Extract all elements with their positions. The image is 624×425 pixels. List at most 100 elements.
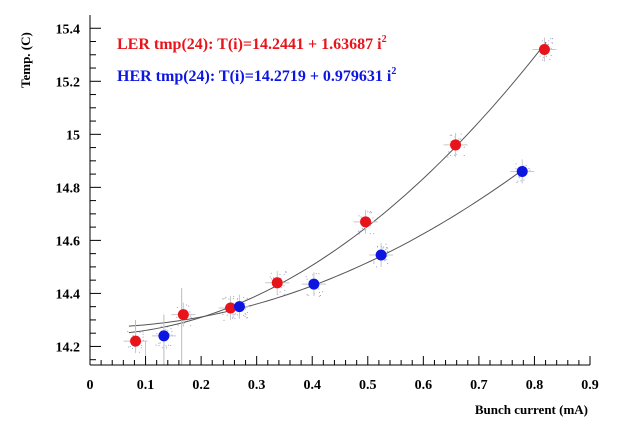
legend-ler-superscript: 2 [382, 34, 387, 45]
noise-point [385, 243, 387, 245]
noise-point [155, 344, 157, 346]
legend-entry-her: HER tmp(24): T(i)=14.2719 + 0.979631 i2 [117, 66, 396, 85]
x-tick-label: 0.6 [415, 378, 433, 393]
noise-point [247, 311, 249, 313]
noise-point [360, 216, 362, 218]
noise-point [322, 291, 324, 293]
y-tick-label: 15.2 [56, 75, 81, 90]
noise-point [243, 314, 245, 316]
noise-point [233, 314, 235, 316]
data-point-her [516, 165, 528, 177]
noise-point [142, 333, 144, 335]
y-tick-label: 15.4 [56, 22, 81, 37]
noise-point [165, 329, 167, 331]
noise-point [170, 344, 172, 346]
fit-curve-her [128, 168, 525, 327]
noise-point [246, 297, 248, 299]
noise-point [159, 342, 161, 344]
noise-point [460, 138, 462, 140]
data-point-ler [360, 216, 372, 228]
noise-point [129, 345, 131, 347]
noise-point [522, 165, 524, 167]
noise-point [168, 344, 170, 346]
data-point-her [375, 249, 387, 261]
noise-point [232, 316, 234, 318]
noise-point [234, 317, 236, 319]
noise-point [451, 134, 453, 136]
noise-point [243, 296, 245, 298]
noise-point [222, 298, 224, 300]
data-point-ler [177, 309, 189, 321]
noise-point [545, 55, 547, 57]
noise-point [283, 293, 285, 295]
y-tick-label: 14.6 [56, 234, 81, 249]
noise-point [450, 140, 452, 142]
x-tick-label: 0.9 [581, 378, 599, 393]
noise-point [386, 247, 388, 249]
noise-point [367, 211, 369, 213]
noise-point [190, 317, 192, 319]
noise-point [376, 266, 378, 268]
noise-point [386, 255, 388, 257]
noise-point [384, 260, 386, 262]
noise-point [188, 305, 190, 307]
noise-point [236, 314, 238, 316]
noise-point [373, 262, 375, 264]
noise-point [225, 296, 227, 298]
x-tick-label: 0.1 [137, 378, 155, 393]
noise-point [373, 233, 375, 235]
noise-point [542, 59, 544, 61]
noise-point [541, 40, 543, 42]
noise-point [226, 314, 228, 316]
noise-point [232, 297, 234, 299]
data-point-her [308, 278, 320, 290]
noise-point [171, 334, 173, 336]
noise-point [463, 146, 465, 148]
noise-point [386, 251, 388, 253]
noise-point [156, 333, 158, 335]
noise-point [234, 313, 236, 315]
noise-point [455, 153, 457, 155]
noise-point [307, 294, 309, 296]
noise-point [132, 335, 134, 337]
noise-point [165, 345, 167, 347]
data-point-her [233, 301, 245, 313]
noise-point [142, 339, 144, 341]
noise-point [542, 56, 544, 58]
axes: 0 0.1 0.2 0.3 0.4 0.5 0.6 0.7 0.8 0.9 14.2 14.4 14.6… [56, 15, 599, 393]
noise-point [376, 245, 378, 247]
noise-point [190, 315, 192, 317]
x-tick-label: 0.3 [248, 378, 266, 393]
noise-point [372, 217, 374, 219]
legend-ler-label: LER tmp(24): T(i)=14.2441 + 1.63687 i [117, 36, 382, 53]
noise-point [450, 154, 452, 156]
noise-point [279, 273, 281, 275]
noise-point [369, 233, 371, 235]
noise-point [176, 307, 178, 309]
noise-point [142, 336, 144, 338]
noise-point [382, 247, 384, 249]
x-tick-label: 0.5 [359, 378, 377, 393]
noise-point [169, 333, 171, 335]
noise-point [245, 314, 247, 316]
noise-point [387, 247, 389, 249]
noise-point [539, 55, 541, 57]
noise-point [232, 314, 234, 316]
noise-point [177, 324, 179, 326]
noise-point [376, 246, 378, 248]
noise-point [383, 246, 385, 248]
noise-point [141, 345, 143, 347]
noise-point [551, 42, 553, 44]
noise-point [224, 297, 226, 299]
noise-point [271, 278, 273, 280]
noise-point [385, 248, 387, 250]
noise-point [449, 134, 451, 136]
data-point-ler [130, 335, 142, 347]
noise-point [281, 286, 283, 288]
noise-point [247, 317, 249, 319]
noise-point [550, 47, 552, 49]
noise-point [447, 156, 449, 158]
noise-point [318, 288, 320, 290]
noise-point [233, 295, 235, 297]
noise-point [548, 40, 550, 42]
